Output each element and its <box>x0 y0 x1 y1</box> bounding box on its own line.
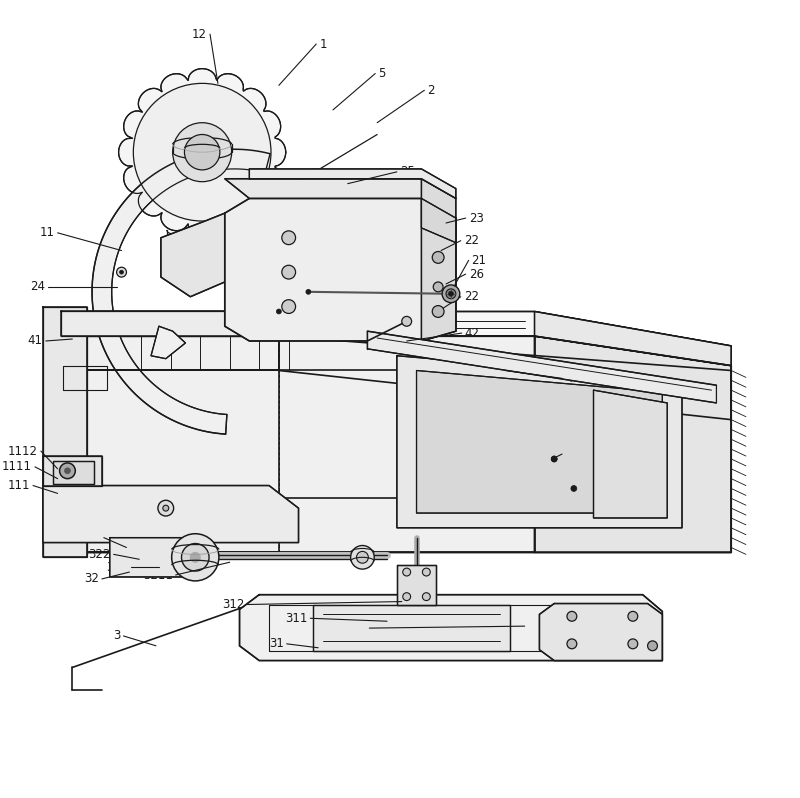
Text: 312: 312 <box>222 598 245 611</box>
Text: 26: 26 <box>469 267 484 281</box>
Circle shape <box>402 316 412 326</box>
Polygon shape <box>594 390 667 518</box>
Polygon shape <box>43 306 87 557</box>
Polygon shape <box>422 199 456 243</box>
Text: 22: 22 <box>464 234 478 247</box>
Circle shape <box>422 593 430 601</box>
Text: 12: 12 <box>192 28 207 41</box>
Polygon shape <box>279 336 731 420</box>
Polygon shape <box>61 311 279 336</box>
Text: 322: 322 <box>88 548 110 561</box>
Polygon shape <box>367 331 717 403</box>
Polygon shape <box>161 213 225 297</box>
Polygon shape <box>239 595 662 661</box>
Circle shape <box>65 468 70 474</box>
Polygon shape <box>118 69 286 235</box>
Circle shape <box>190 552 200 563</box>
Text: 41: 41 <box>28 334 43 347</box>
Polygon shape <box>61 336 534 552</box>
Circle shape <box>173 123 232 182</box>
Circle shape <box>119 271 123 275</box>
Circle shape <box>306 290 311 294</box>
Text: 21: 21 <box>471 254 486 267</box>
Text: 311: 311 <box>285 612 307 625</box>
Circle shape <box>276 309 282 314</box>
Circle shape <box>432 251 444 263</box>
Text: 2: 2 <box>427 84 435 97</box>
Text: 4: 4 <box>565 372 573 385</box>
Polygon shape <box>225 199 456 341</box>
Polygon shape <box>110 538 195 577</box>
Circle shape <box>282 265 295 279</box>
Polygon shape <box>61 336 731 552</box>
Polygon shape <box>61 311 731 365</box>
Text: 321: 321 <box>106 561 129 574</box>
Text: 32: 32 <box>84 572 99 586</box>
Circle shape <box>350 546 374 569</box>
Circle shape <box>357 551 368 563</box>
Polygon shape <box>314 605 510 650</box>
Circle shape <box>449 291 454 296</box>
Circle shape <box>551 456 557 462</box>
Text: 22: 22 <box>464 290 478 303</box>
Circle shape <box>442 285 460 302</box>
Polygon shape <box>397 565 436 605</box>
Polygon shape <box>53 461 94 484</box>
Circle shape <box>163 505 169 511</box>
Circle shape <box>446 289 456 298</box>
Text: 11: 11 <box>40 227 54 239</box>
Polygon shape <box>417 370 662 513</box>
Text: 3: 3 <box>113 630 121 642</box>
Polygon shape <box>43 485 298 543</box>
Circle shape <box>567 611 577 621</box>
Text: 1111: 1111 <box>2 460 32 473</box>
Circle shape <box>571 485 577 492</box>
Polygon shape <box>250 169 456 199</box>
Polygon shape <box>534 311 731 365</box>
Text: 24: 24 <box>30 280 45 294</box>
Text: 1: 1 <box>565 448 573 460</box>
Polygon shape <box>92 149 270 434</box>
Circle shape <box>434 282 443 292</box>
Polygon shape <box>61 370 279 552</box>
Text: 42: 42 <box>465 326 480 340</box>
Circle shape <box>647 641 658 650</box>
Text: 25: 25 <box>400 165 414 179</box>
Text: 5: 5 <box>378 67 386 80</box>
Circle shape <box>134 83 271 221</box>
Polygon shape <box>397 356 682 527</box>
Polygon shape <box>61 336 279 370</box>
Text: 111: 111 <box>7 479 30 492</box>
Text: 1112: 1112 <box>8 444 38 457</box>
Circle shape <box>567 639 577 649</box>
Circle shape <box>422 568 430 576</box>
Text: 31: 31 <box>269 638 284 650</box>
Circle shape <box>402 593 410 601</box>
Polygon shape <box>534 336 731 552</box>
Circle shape <box>432 306 444 318</box>
Circle shape <box>282 231 295 245</box>
Text: 3211: 3211 <box>142 568 173 582</box>
Polygon shape <box>422 179 456 341</box>
Polygon shape <box>43 456 102 485</box>
Polygon shape <box>225 179 456 199</box>
Circle shape <box>182 543 209 571</box>
Text: 323: 323 <box>78 531 101 544</box>
Circle shape <box>282 300 295 314</box>
Circle shape <box>117 267 126 277</box>
Circle shape <box>172 534 219 581</box>
Polygon shape <box>151 326 186 358</box>
Circle shape <box>628 611 638 621</box>
Circle shape <box>628 639 638 649</box>
Circle shape <box>551 456 557 462</box>
Circle shape <box>158 500 174 516</box>
Circle shape <box>59 463 75 479</box>
Text: 23: 23 <box>469 211 483 224</box>
Text: 3111: 3111 <box>337 622 366 634</box>
Circle shape <box>185 135 220 170</box>
Text: 1: 1 <box>319 38 326 50</box>
Polygon shape <box>539 603 662 661</box>
Circle shape <box>402 568 410 576</box>
Polygon shape <box>61 370 534 498</box>
